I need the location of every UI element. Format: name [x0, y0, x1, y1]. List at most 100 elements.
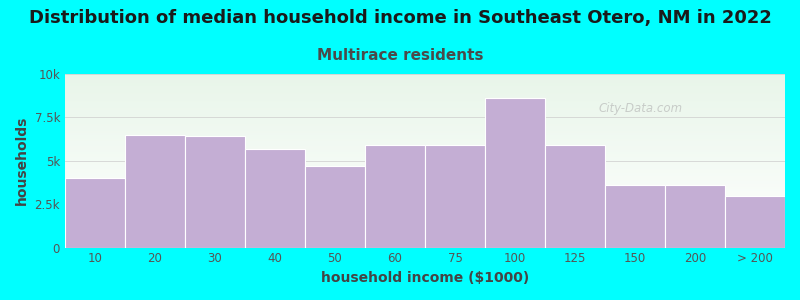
Bar: [65, 85, 785, 86]
Bar: [65, 140, 785, 141]
Bar: [725, 196, 785, 247]
Bar: [65, 174, 785, 175]
Bar: [65, 95, 785, 96]
Bar: [65, 177, 785, 178]
Bar: [65, 93, 785, 94]
Bar: [65, 164, 785, 165]
Bar: [65, 109, 785, 110]
Bar: [65, 155, 785, 156]
Bar: [65, 82, 785, 83]
Bar: [65, 229, 785, 230]
Bar: [65, 195, 785, 196]
Bar: [65, 198, 785, 199]
Bar: [65, 156, 785, 157]
Bar: [65, 215, 785, 216]
Bar: [65, 127, 785, 128]
Bar: [65, 241, 785, 242]
Bar: [65, 234, 785, 235]
Bar: [65, 238, 785, 239]
Bar: [65, 117, 785, 118]
Bar: [65, 208, 785, 209]
Bar: [65, 204, 785, 205]
Bar: [65, 226, 785, 227]
Bar: [65, 221, 785, 222]
Bar: [65, 217, 785, 218]
Bar: [65, 91, 785, 92]
Bar: [65, 165, 785, 166]
Bar: [65, 223, 785, 224]
Bar: [65, 136, 785, 137]
Bar: [65, 102, 785, 103]
Bar: [65, 185, 785, 186]
Y-axis label: households: households: [15, 116, 29, 206]
Bar: [65, 194, 785, 195]
Bar: [65, 213, 785, 214]
Bar: [65, 76, 785, 77]
Bar: [65, 178, 785, 179]
Bar: [65, 231, 785, 232]
Bar: [65, 200, 785, 201]
Bar: [65, 202, 785, 203]
Bar: [65, 84, 785, 85]
Bar: [665, 185, 725, 248]
Bar: [65, 162, 785, 163]
Bar: [65, 88, 785, 89]
Bar: [65, 178, 125, 248]
Bar: [65, 116, 785, 117]
Bar: [65, 232, 785, 233]
Bar: [65, 209, 785, 210]
Bar: [65, 191, 785, 192]
Bar: [65, 123, 785, 124]
Bar: [65, 214, 785, 215]
Bar: [65, 153, 785, 154]
Bar: [65, 119, 785, 120]
Bar: [545, 145, 605, 248]
Bar: [65, 78, 785, 79]
Text: City-Data.com: City-Data.com: [599, 102, 683, 115]
Bar: [65, 172, 785, 173]
Bar: [65, 113, 785, 114]
Bar: [65, 144, 785, 145]
Bar: [65, 108, 785, 109]
Bar: [65, 205, 785, 206]
Bar: [65, 121, 785, 122]
Bar: [65, 94, 785, 95]
Bar: [65, 118, 785, 119]
Bar: [65, 87, 785, 88]
Bar: [65, 112, 785, 113]
Bar: [65, 199, 785, 200]
Bar: [65, 79, 785, 80]
Bar: [65, 81, 785, 82]
Bar: [65, 190, 785, 191]
Bar: [65, 131, 785, 132]
Bar: [65, 129, 785, 130]
Bar: [65, 240, 785, 241]
Bar: [65, 189, 785, 190]
Bar: [65, 122, 785, 123]
Bar: [65, 180, 785, 181]
Bar: [65, 218, 785, 219]
Bar: [65, 244, 785, 245]
Bar: [65, 125, 785, 126]
Bar: [65, 161, 785, 162]
Bar: [65, 235, 785, 236]
Bar: [65, 186, 785, 187]
Bar: [65, 220, 785, 221]
Bar: [365, 145, 425, 248]
Bar: [65, 228, 785, 229]
Bar: [65, 212, 785, 213]
Bar: [65, 197, 785, 198]
Bar: [65, 184, 785, 185]
Bar: [65, 139, 785, 140]
Bar: [65, 173, 785, 174]
Bar: [65, 104, 785, 105]
Bar: [65, 90, 785, 91]
Bar: [425, 145, 485, 248]
Bar: [65, 175, 785, 176]
Bar: [65, 207, 785, 208]
Text: Distribution of median household income in Southeast Otero, NM in 2022: Distribution of median household income …: [29, 9, 771, 27]
Bar: [65, 126, 785, 127]
Bar: [65, 246, 785, 247]
Bar: [65, 222, 785, 223]
Bar: [65, 128, 785, 129]
